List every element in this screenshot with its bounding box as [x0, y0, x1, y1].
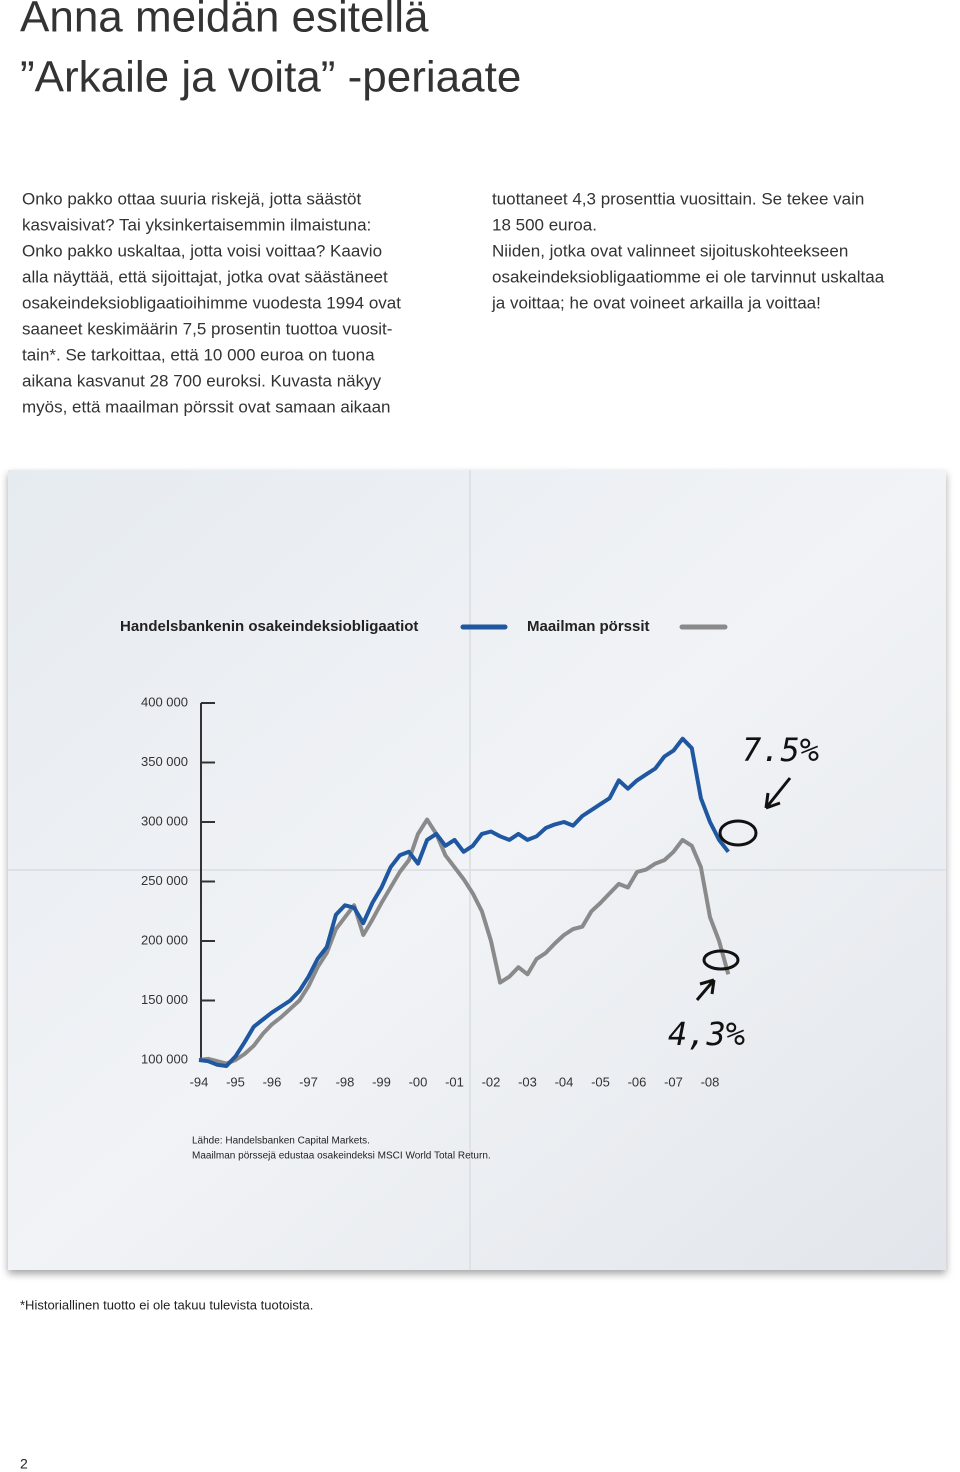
right-column: tuottaneet 4,3 prosenttia vuosittain. Se… [491, 189, 885, 312]
x-tick-label: -04 [555, 1074, 574, 1089]
body-line: osakeindeksiobligaatioihimme vuodesta 19… [22, 293, 401, 312]
circle-mark [718, 819, 758, 847]
footnote: *Historiallinen tuotto ei ole takuu tule… [20, 1297, 313, 1312]
series-line [198, 817, 731, 1066]
x-tick-label: -07 [664, 1074, 683, 1089]
body-line: saaneet keskimäärin 7,5 prosentin tuotto… [22, 319, 392, 338]
legend-label: Maailman pörssit [527, 618, 650, 635]
body-line: Niiden, jotka ovat valinneet sijoituskoh… [492, 241, 848, 260]
annotation: 7.5% [742, 731, 819, 769]
body-line: osakeindeksiobligaatiomme ei ole tarvinn… [492, 267, 885, 286]
body-line: kasvaisivat? Tai yksinkertaisemmin ilmai… [22, 215, 371, 234]
chart: 100 000 150 000 200 000 250 000 300 000 350 0… [120, 618, 819, 1162]
annotation: 4,3% [668, 1015, 745, 1053]
body-line: aikana kasvanut 28 700 euroksi. Kuvasta … [22, 371, 382, 390]
y-tick-label: 100 000 [141, 1051, 188, 1066]
body-line: 18 500 euroa. [492, 215, 597, 234]
x-tick-label: -96 [263, 1074, 282, 1089]
body-line: tain*. Se tarkoittaa, että 10 000 euroa … [22, 345, 375, 364]
y-tick-label: 150 000 [141, 992, 188, 1007]
body-line: tuottaneet 4,3 prosenttia vuosittain. Se… [492, 189, 864, 208]
arrow [695, 978, 716, 1001]
arrow [764, 777, 792, 810]
x-tick-label: -97 [299, 1074, 318, 1089]
body-line: alla näyttää, että sijoittajat, jotka ov… [22, 267, 388, 286]
body-line: ja voittaa; he ovat voineet arkailla ja … [491, 293, 821, 312]
y-tick-label: 300 000 [141, 813, 188, 828]
y-tick-label: 250 000 [141, 873, 188, 888]
title-line: ”Arkaile ja voita” -periaate [20, 53, 521, 102]
x-tick-label: -01 [445, 1074, 464, 1089]
x-tick-label: -02 [482, 1074, 501, 1089]
x-tick-label: -05 [591, 1074, 610, 1089]
source-note: Maailman pörssejä edustaa osakeindeksi M… [192, 1151, 491, 1162]
body-line: myös, että maailman pörssit ovat samaan … [22, 397, 391, 416]
left-column: Onko pakko ottaa suuria riskejä, jotta s… [22, 189, 401, 416]
x-tick-label: -03 [518, 1074, 537, 1089]
source-note: Lähde: Handelsbanken Capital Markets. [192, 1136, 370, 1147]
x-tick-label: -98 [336, 1074, 355, 1089]
circle-mark [702, 949, 740, 971]
x-tick-label: -94 [190, 1074, 209, 1089]
x-tick-label: -99 [372, 1074, 391, 1089]
legend-label: Handelsbankenin osakeindeksiobligaatiot [120, 618, 418, 635]
x-tick-label: -08 [701, 1074, 720, 1089]
title-line: Anna meidän esitellä [20, 0, 429, 42]
series-line [198, 736, 730, 1068]
y-tick-label: 400 000 [141, 694, 188, 709]
page-number: 2 [20, 1456, 28, 1472]
y-tick-label: 200 000 [141, 932, 188, 947]
y-tick-label: 350 000 [141, 754, 188, 769]
body-line: Onko pakko uskaltaa, jotta voisi voittaa… [22, 241, 382, 260]
x-tick-label: -00 [409, 1074, 428, 1089]
x-tick-label: -06 [628, 1074, 647, 1089]
x-tick-label: -95 [226, 1074, 245, 1089]
body-line: Onko pakko ottaa suuria riskejä, jotta s… [22, 189, 362, 208]
